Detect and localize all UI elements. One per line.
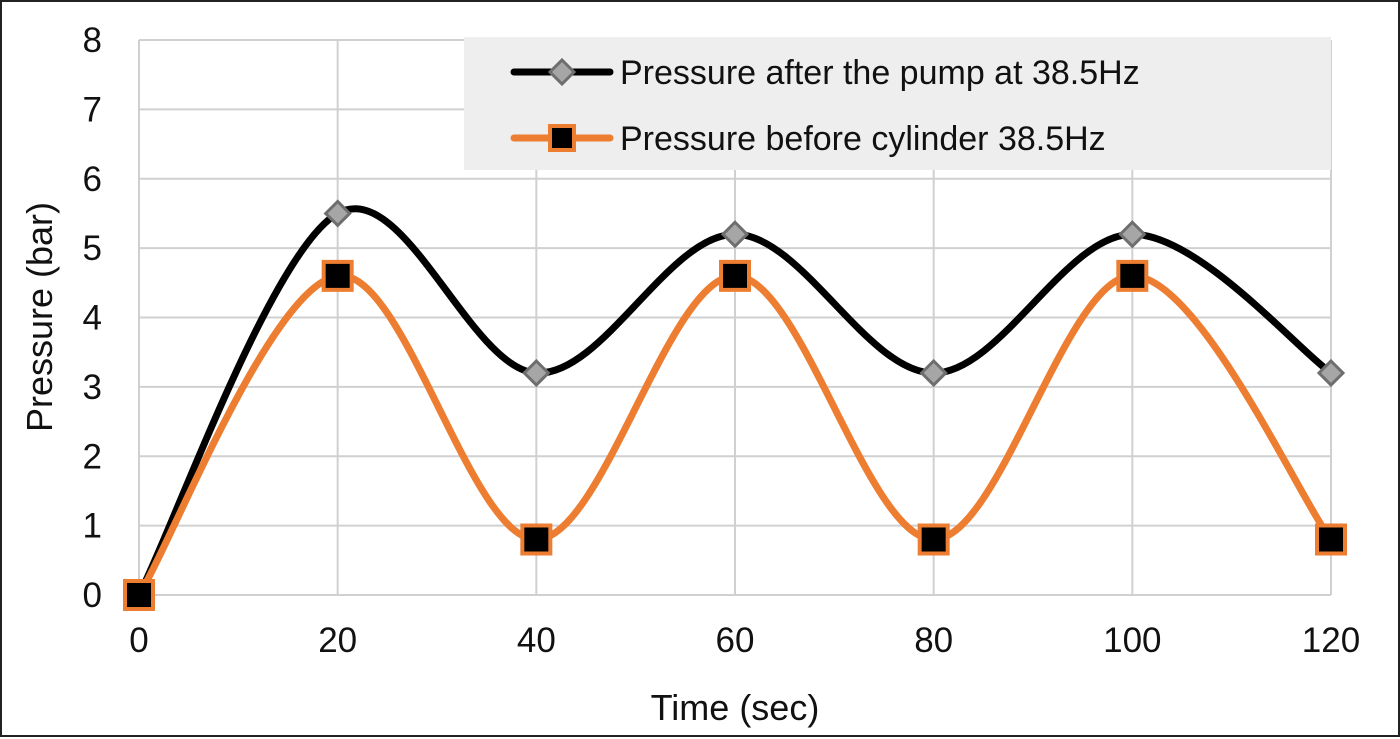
legend-marker-square — [548, 124, 576, 152]
x-axis-title: Time (sec) — [651, 687, 820, 728]
series-2 — [123, 259, 1347, 611]
data-point-diamond — [720, 220, 750, 249]
legend-background — [464, 37, 1331, 170]
y-tick-label: 3 — [83, 368, 102, 407]
data-point-square — [520, 523, 553, 556]
data-point-square — [1116, 259, 1149, 292]
legend-marker-diamond — [547, 57, 577, 87]
x-tick-label: 100 — [1103, 621, 1161, 660]
y-tick-label: 8 — [83, 21, 102, 60]
data-point-diamond — [1118, 220, 1147, 249]
x-tick-label: 40 — [517, 621, 556, 660]
y-tick-label: 0 — [83, 576, 102, 615]
y-tick-label: 6 — [83, 160, 102, 199]
data-point-square — [321, 259, 354, 292]
legend: Pressure after the pump at 38.5Hz Pressur… — [464, 37, 1331, 170]
x-tick-label: 20 — [318, 621, 357, 660]
x-tick-label: 120 — [1302, 621, 1360, 660]
legend-item-1: Pressure after the pump at 38.5Hz — [510, 54, 1140, 92]
series-layer — [123, 199, 1347, 611]
x-tick-label: 0 — [129, 621, 148, 660]
legend-label: Pressure after the pump at 38.5Hz — [620, 54, 1140, 92]
data-point-diamond — [323, 199, 352, 228]
y-tick-label: 1 — [83, 507, 102, 546]
legend-items: Pressure after the pump at 38.5Hz Pressur… — [510, 54, 1140, 158]
x-tick-label: 60 — [716, 621, 755, 660]
data-point-diamond — [522, 358, 551, 388]
series-1 — [124, 199, 1346, 610]
legend-item-2: Pressure before cylinder 38.5Hz — [510, 120, 1106, 158]
y-tick-label: 4 — [83, 299, 102, 338]
x-tick-label: 80 — [914, 621, 953, 660]
data-point-square — [719, 259, 751, 292]
y-tick-label: 5 — [83, 229, 102, 268]
y-tick-label: 7 — [83, 90, 102, 129]
data-point-square — [917, 523, 950, 556]
data-point-square — [123, 579, 155, 611]
y-axis-title: Pressure (bar) — [19, 202, 60, 432]
data-point-square — [1315, 523, 1347, 556]
y-tick-label: 2 — [83, 437, 102, 476]
data-point-diamond — [919, 358, 948, 388]
data-point-diamond — [1316, 358, 1346, 388]
legend-label: Pressure before cylinder 38.5Hz — [620, 120, 1106, 158]
